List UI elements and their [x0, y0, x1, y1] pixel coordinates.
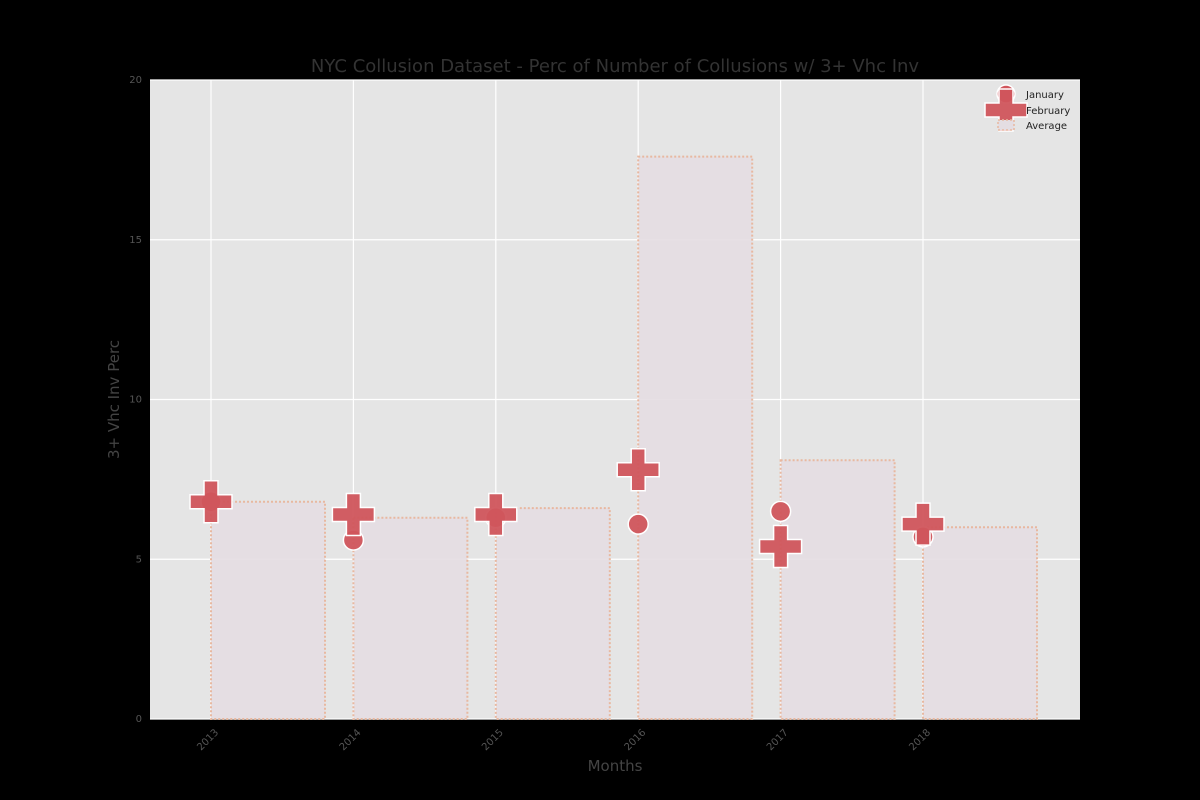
average-bar [637, 155, 754, 720]
y-axis-label: 3+ Vhc Inv Perc [105, 340, 123, 459]
y-tick-label: 15 [129, 235, 142, 246]
february-point [758, 524, 803, 569]
february-point [189, 479, 233, 524]
y-tick-label: 0 [136, 714, 142, 725]
legend-average-swatch [997, 119, 1015, 131]
average-bar [210, 500, 326, 720]
average-bars [210, 155, 1038, 721]
legend-february-marker [984, 88, 1028, 132]
average-bar [494, 507, 611, 720]
february-point [616, 448, 660, 492]
february-point [474, 492, 518, 537]
legend-label: Average [1026, 121, 1067, 132]
legend-label: January [1025, 90, 1064, 101]
average-bar [352, 516, 469, 721]
monthly-markers [189, 448, 945, 569]
x-axis-label: Months [588, 757, 643, 775]
chart-title: NYC Collusion Dataset - Perc of Number o… [311, 56, 919, 77]
february-point [901, 502, 945, 546]
y-tick-label: 5 [136, 554, 142, 565]
legend-label: February [1026, 106, 1070, 117]
february-point [331, 492, 376, 537]
legend: January February Average [984, 84, 1070, 132]
average-bar [779, 459, 896, 720]
y-tick-label: 20 [129, 75, 142, 86]
january-point [769, 500, 792, 523]
y-tick-label: 10 [129, 395, 142, 406]
y-axis-ticks: 0 5 10 15 20 [129, 75, 142, 725]
average-bar [922, 526, 1038, 720]
january-point [627, 513, 649, 535]
